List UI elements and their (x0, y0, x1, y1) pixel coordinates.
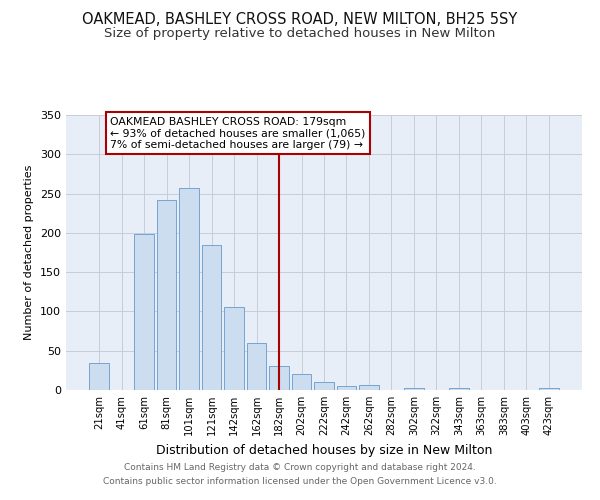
Text: OAKMEAD BASHLEY CROSS ROAD: 179sqm
← 93% of detached houses are smaller (1,065)
: OAKMEAD BASHLEY CROSS ROAD: 179sqm ← 93%… (110, 116, 365, 150)
Bar (337, 386, 356, 390)
Bar (134, 234, 154, 390)
Bar (359, 384, 379, 390)
Bar (539, 388, 559, 390)
Text: Contains public sector information licensed under the Open Government Licence v3: Contains public sector information licen… (103, 477, 497, 486)
Y-axis label: Number of detached properties: Number of detached properties (25, 165, 34, 340)
Bar (179, 188, 199, 390)
Bar (157, 200, 176, 390)
Bar (224, 306, 244, 390)
Text: OAKMEAD, BASHLEY CROSS ROAD, NEW MILTON, BH25 5SY: OAKMEAD, BASHLEY CROSS ROAD, NEW MILTON,… (82, 12, 518, 28)
Text: Size of property relative to detached houses in New Milton: Size of property relative to detached ho… (104, 28, 496, 40)
Text: Contains HM Land Registry data © Crown copyright and database right 2024.: Contains HM Land Registry data © Crown c… (124, 464, 476, 472)
Bar (89, 362, 109, 390)
Bar (269, 366, 289, 390)
X-axis label: Distribution of detached houses by size in New Milton: Distribution of detached houses by size … (156, 444, 492, 456)
Bar (292, 374, 311, 390)
Bar (404, 388, 424, 390)
Bar (449, 388, 469, 390)
Bar (314, 382, 334, 390)
Bar (202, 246, 221, 390)
Bar (247, 343, 266, 390)
